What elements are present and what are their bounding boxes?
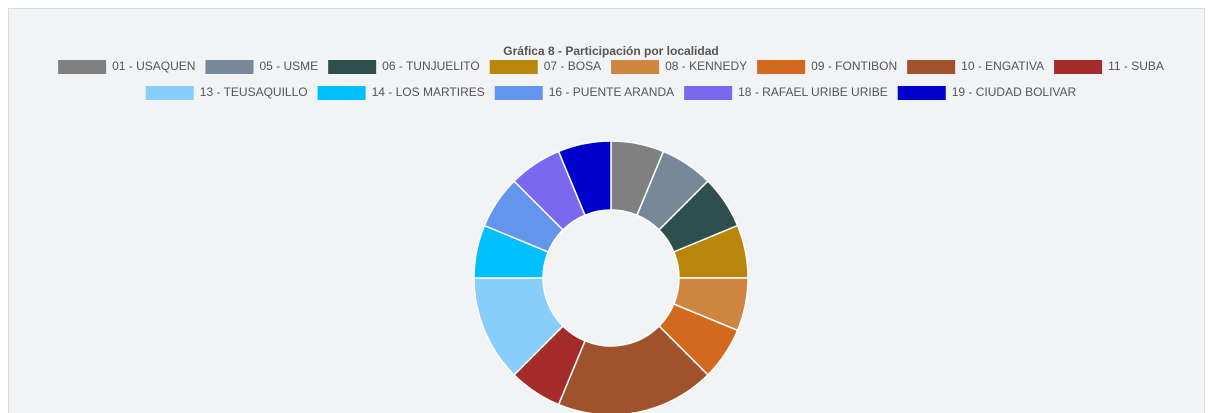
legend-label: 01 - USAQUEN (112, 59, 195, 73)
legend-swatch (58, 60, 107, 74)
legend-label: 11 - SUBA (1108, 59, 1164, 73)
legend-label: 09 - FONTIBON (811, 59, 897, 73)
legend-item: 09 - FONTIBON (757, 59, 897, 74)
legend-item: 01 - USAQUEN (58, 59, 195, 74)
legend-swatch (328, 60, 377, 74)
legend-label: 16 - PUENTE ARANDA (549, 85, 674, 99)
legend-swatch (757, 60, 806, 74)
chart-title: Gráfica 8 - Participación por localidad (503, 44, 718, 58)
legend-swatch (897, 86, 946, 100)
legend-label: 10 - ENGATIVA (961, 59, 1044, 73)
legend-label: 19 - CIUDAD BOLIVAR (952, 85, 1077, 99)
legend-item: 05 - USME (205, 59, 318, 74)
legend-swatch (611, 60, 660, 74)
legend-item: 10 - ENGATIVA (907, 59, 1044, 74)
donut-slice (557, 140, 612, 217)
legend-label: 08 - KENNEDY (665, 59, 747, 73)
legend-label: 13 - TEUSAQUILLO (200, 85, 308, 99)
legend-item: 07 - BOSA (489, 59, 601, 74)
legend-item: 11 - SUBA (1054, 59, 1164, 74)
legend-swatch (907, 60, 956, 74)
legend-item: 19 - CIUDAD BOLIVAR (897, 85, 1077, 100)
legend-swatch (1054, 60, 1103, 74)
legend-item: 16 - PUENTE ARANDA (494, 85, 674, 100)
legend-swatch (494, 86, 543, 100)
legend-label: 14 - LOS MARTIRES (372, 85, 485, 99)
legend-swatch (489, 60, 538, 74)
legend-item: 18 - RAFAEL URIBE URIBE (684, 85, 888, 100)
legend-item: 06 - TUNJUELITO (328, 59, 480, 74)
legend-label: 18 - RAFAEL URIBE URIBE (738, 85, 888, 99)
legend-item: 08 - KENNEDY (611, 59, 747, 74)
legend-swatch (145, 86, 194, 100)
legend-swatch (684, 86, 733, 100)
donut-slice (557, 325, 709, 413)
legend-swatch (317, 86, 366, 100)
legend-item: 14 - LOS MARTIRES (317, 85, 485, 100)
legend-label: 06 - TUNJUELITO (382, 59, 480, 73)
legend-swatch (205, 60, 254, 74)
legend-item: 13 - TEUSAQUILLO (145, 85, 308, 100)
legend-label: 07 - BOSA (544, 59, 601, 73)
legend-label: 05 - USME (259, 59, 318, 73)
